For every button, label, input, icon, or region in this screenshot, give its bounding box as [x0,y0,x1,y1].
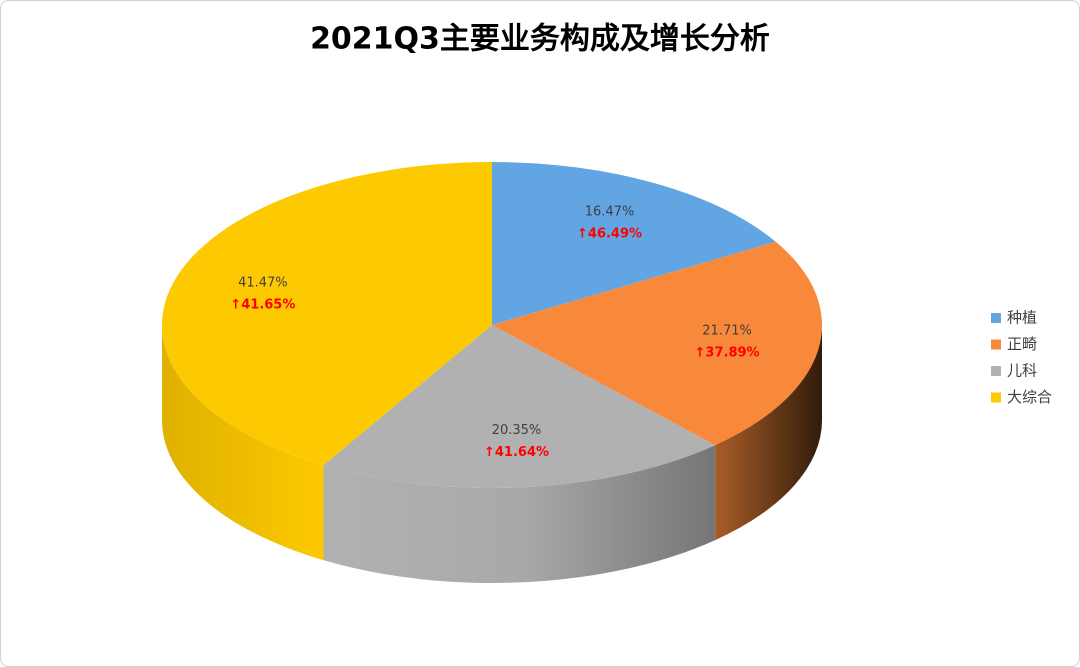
slice [492,241,822,446]
data-label: 16.47% [585,205,635,220]
chart-title: 2021Q3主要业务构成及增长分析 [310,22,770,57]
legend-label: 种植 [1007,309,1037,327]
legend-swatch [991,313,1001,323]
growth-label: ↑41.65% [230,297,295,312]
side-shade [715,325,822,541]
data-label: 41.47% [238,275,288,290]
growth-label: ↑37.89% [695,346,760,361]
legend-swatch [991,366,1001,376]
legend-label: 正畸 [1007,335,1037,353]
slice [492,162,776,325]
data-label: 21.71% [702,324,752,339]
slice [162,162,492,466]
growth-label: ↑41.64% [484,445,549,460]
slice [323,325,716,488]
data-label: 20.35% [492,423,542,438]
legend-swatch [991,339,1001,350]
side-shade [162,325,324,561]
legend-label: 儿科 [1007,362,1037,380]
side-shade [323,445,716,583]
legend-label: 大综合 [1007,388,1052,406]
legend-swatch [991,392,1001,403]
growth-label: ↑46.49% [577,227,642,242]
